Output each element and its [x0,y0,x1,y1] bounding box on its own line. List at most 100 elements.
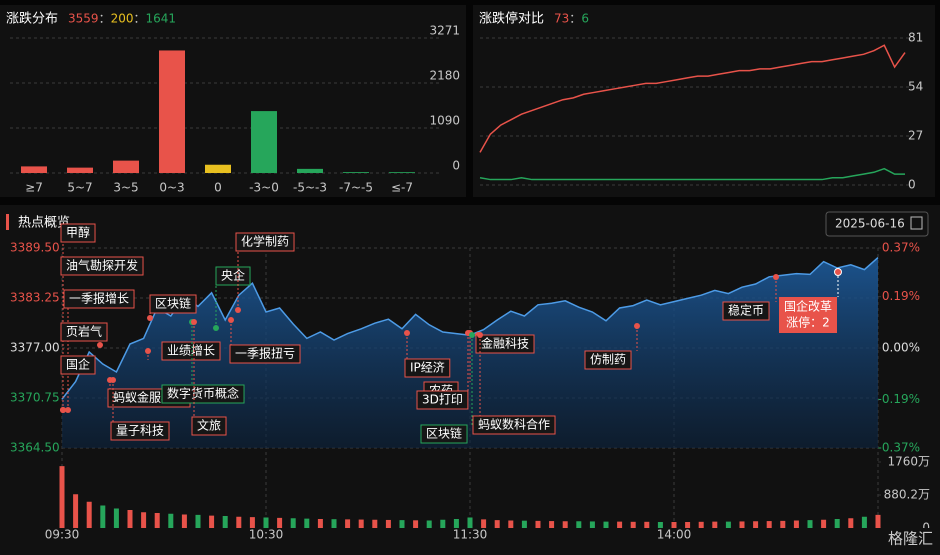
separator: ： [569,12,581,26]
volume-bar [807,520,813,528]
volume-bar [426,520,432,528]
annotation-box [60,355,96,375]
line-series [479,44,906,153]
annotation-box [722,301,770,321]
annotation-box [161,341,221,361]
y-tick-label: 81 [908,31,923,45]
annotation-box [420,424,468,444]
volume-bar [440,519,446,528]
y-tick-label: 3377.00 [10,341,60,355]
anchor-dot [191,319,197,325]
y-tick-label: 1090 [429,114,460,128]
x-tick-label: 11:30 [453,528,488,542]
y-tick-label: 0 [908,178,916,192]
bar [205,164,231,173]
annotation-box [229,344,301,364]
count: 200 [111,12,134,26]
volume-bar [698,521,704,528]
volume-bar [630,521,636,528]
y-tick-label: 3389.50 [10,241,60,255]
annotation-label: 一季报扭亏 [235,346,295,361]
annotation-label: 油气勘探开发 [66,258,138,273]
x-tick-label: 3~5 [113,181,138,195]
anchor-dot [65,407,71,413]
volume-bar [549,521,555,528]
volume-bar [141,512,147,528]
annotation-label: 化学制药 [241,234,289,249]
y2-tick-label: 0.19% [882,289,920,303]
volume-bar [331,519,337,528]
y-tick-label: 2180 [429,69,460,83]
annotation-label: 甲醇 [66,225,90,240]
y-tick-label: 3370.75 [10,391,60,405]
annotation-box [161,384,245,404]
calendar-icon[interactable] [910,216,923,230]
x-tick-label: 5~7 [67,181,92,195]
volume-bar [385,519,391,528]
x-tick-label: 10:30 [249,528,284,542]
volume-bar [86,501,92,528]
annotation-box [60,322,108,342]
volume-bar [535,520,541,528]
x-tick-label: 0~3 [159,181,184,195]
volume-bar [712,521,718,528]
volume-bar [657,522,663,528]
volume-bar [821,519,827,528]
volume-bar [589,521,595,528]
highlight-box [779,297,837,333]
annotation-label: 仿制药 [590,353,626,367]
volume-bar [195,514,201,528]
volume-bar [127,510,133,528]
annotation-label: 一季报增长 [69,291,129,306]
volume-bar [304,518,310,528]
x-tick-label: 14:00 [657,528,692,542]
volume-bar [168,513,174,528]
separator: ： [99,12,111,26]
anchor-dot [228,317,234,323]
annotation-box [475,334,535,354]
date-picker[interactable] [825,211,929,237]
bar [343,172,369,173]
x-tick-label: -7~-5 [339,181,373,195]
anchor-dot [110,377,116,383]
volume-bar [725,521,731,528]
title-accent [6,214,9,230]
volume-bar [399,520,405,528]
volume-bar [263,517,269,528]
volume-bar [562,521,568,528]
annotation-label: 3D打印 [422,393,463,407]
anchor-dot [834,268,842,276]
annotation-box [235,232,295,252]
anchor-dot [404,330,410,336]
volume-bar [181,514,187,528]
line-series [479,167,905,181]
annotation-label: 国企 [66,357,90,372]
annotation-box [215,266,251,286]
highlight-detail: 涨停：2 [786,315,830,330]
y2-tick-label: -0.19% [878,392,920,406]
annotation-label: 数字货币概念 [167,386,239,401]
date-text[interactable]: 2025-06-16 [835,217,905,231]
x-tick-label: 0 [214,181,222,195]
volume-bar [277,517,283,528]
y-tick-label: 1760万 [887,455,930,469]
y2-tick-label: 0.00% [882,341,920,355]
volume-bar [766,521,772,528]
annotation-label: 业绩增长 [167,344,215,358]
y-tick-label: 3383.25 [10,291,60,305]
annotation-box [63,289,135,309]
volume-bar [685,522,691,528]
bar [389,172,415,173]
annotation-label: 量子科技 [116,424,164,438]
x-tick-label: ≤-7 [391,181,413,195]
anchor-dot [235,307,241,313]
separator: ： [133,12,145,26]
annotation-box [584,350,632,370]
panel-title: 涨跌停对比 [479,11,544,27]
volume-bar [780,520,786,528]
volume-bar [753,521,759,528]
y-tick-label: 0 [922,521,930,535]
count: 1641 [146,12,177,26]
annotation-box [149,294,197,314]
bar [297,168,323,173]
